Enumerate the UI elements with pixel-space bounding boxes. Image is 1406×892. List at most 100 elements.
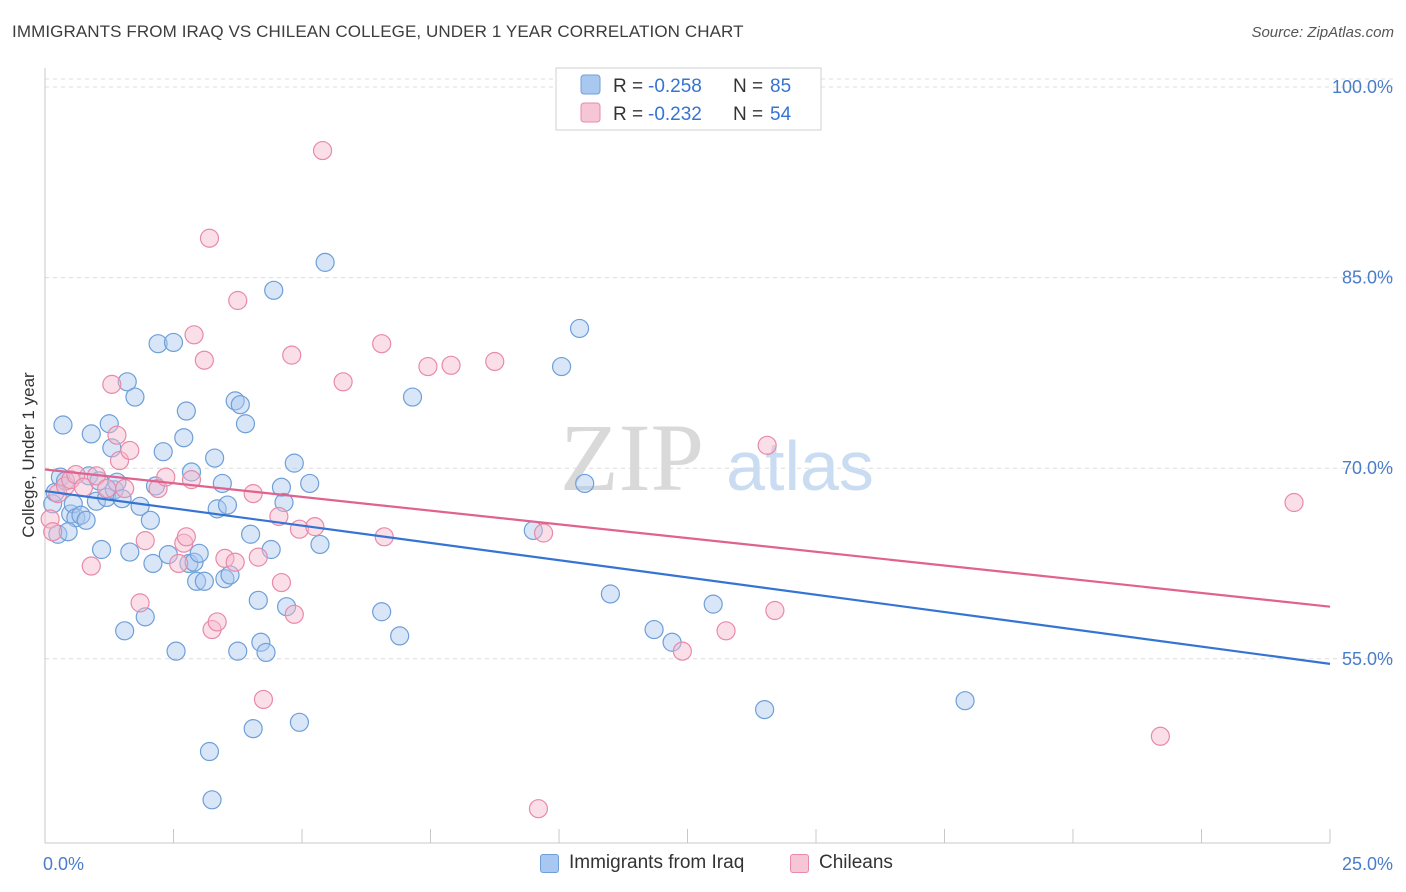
point-iraq-21 — [115, 621, 135, 641]
point-iraq-42 — [199, 741, 220, 762]
point-iraq-47 — [215, 569, 235, 589]
bottom-legend-swatch-iraq — [540, 853, 559, 873]
point-iraq-40 — [187, 571, 207, 591]
point-chileans-12 — [109, 450, 130, 471]
point-chileans-25 — [199, 228, 220, 248]
point-chileans-24 — [194, 350, 214, 370]
point-iraq-66 — [300, 473, 320, 494]
point-chileans-17 — [148, 478, 168, 499]
legend-r-label-2: R = — [613, 104, 643, 125]
point-iraq-77 — [644, 619, 664, 640]
point-chileans-28 — [215, 548, 235, 569]
legend-r-label-1: R = — [613, 76, 643, 97]
point-iraq-64 — [284, 453, 304, 473]
point-chileans-36 — [282, 345, 302, 365]
point-iraq-12 — [81, 424, 101, 444]
point-chileans-51 — [757, 435, 777, 455]
point-chileans-21 — [176, 527, 196, 547]
point-iraq-27 — [140, 510, 160, 530]
point-iraq-65 — [289, 712, 310, 732]
point-chileans-11 — [107, 425, 127, 445]
point-chileans-9 — [97, 478, 117, 499]
point-iraq-0 — [43, 494, 63, 514]
point-iraq-80 — [754, 699, 775, 720]
point-iraq-4 — [53, 415, 73, 435]
point-iraq-43 — [202, 790, 222, 810]
source-label: Source: ZipAtlas.com — [1251, 24, 1394, 41]
bottom-legend-item-chileans: Chileans — [790, 852, 893, 874]
point-iraq-23 — [120, 542, 140, 562]
point-chileans-50 — [716, 621, 736, 641]
point-iraq-75 — [575, 473, 595, 494]
y-tick-label-1: 70.0% — [1342, 458, 1393, 478]
point-iraq-25 — [130, 496, 150, 516]
point-chileans-44 — [418, 356, 438, 377]
x-tick-label-0: 0.0% — [43, 854, 84, 874]
point-iraq-79 — [703, 594, 723, 614]
bottom-legend-label-iraq: Immigrants from Iraq — [569, 852, 745, 873]
x-tick-label-1: 25.0% — [1342, 854, 1393, 874]
bottom-legend-label-chileans: Chileans — [819, 852, 893, 873]
point-iraq-71 — [402, 387, 423, 407]
legend-n-value-2: 54 — [770, 104, 792, 125]
point-iraq-38 — [181, 462, 202, 482]
top-legend: R = -0.258 N = 85 R = -0.232 N = 54 — [555, 67, 822, 131]
point-iraq-22 — [117, 372, 137, 392]
point-chileans-35 — [271, 572, 292, 593]
axes — [44, 68, 1331, 844]
point-iraq-61 — [271, 477, 292, 497]
point-chileans-23 — [184, 325, 204, 345]
point-iraq-69 — [372, 602, 392, 622]
trend-lines — [44, 468, 1331, 665]
point-iraq-84 — [189, 543, 209, 563]
point-iraq-82 — [58, 522, 78, 542]
point-chileans-14 — [120, 440, 140, 461]
point-iraq-31 — [153, 442, 173, 462]
point-chileans-29 — [225, 552, 245, 572]
y-tick-label-2: 85.0% — [1342, 268, 1393, 288]
point-iraq-63 — [276, 597, 297, 617]
point-iraq-53 — [235, 414, 256, 434]
watermark-zip: ZIP — [560, 404, 704, 511]
point-iraq-52 — [230, 395, 250, 415]
point-iraq-36 — [176, 401, 196, 421]
point-iraq-24 — [125, 387, 145, 407]
y-tick-labels: 55.0% 70.0% 85.0% 100.0% — [1332, 77, 1393, 669]
legend-n-label-1: N = — [733, 76, 763, 97]
point-iraq-34 — [166, 641, 186, 661]
point-chileans-31 — [243, 484, 263, 504]
point-iraq-76 — [600, 584, 621, 604]
bottom-legend-swatch-chileans — [790, 853, 809, 873]
point-iraq-35 — [174, 428, 194, 448]
watermark: ZIP atlas — [560, 404, 874, 511]
legend-swatch-chileans — [580, 102, 601, 123]
chart-title: IMMIGRANTS FROM IRAQ VS CHILEAN COLLEGE,… — [12, 22, 744, 41]
point-chileans-47 — [533, 523, 554, 543]
point-chileans-54 — [1284, 492, 1304, 513]
point-iraq-73 — [551, 356, 572, 377]
point-chileans-49 — [672, 641, 692, 661]
gridlines — [45, 78, 1395, 660]
point-chileans-10 — [102, 374, 122, 394]
watermark-atlas: atlas — [726, 427, 874, 505]
point-iraq-28 — [143, 553, 163, 574]
point-iraq-33 — [163, 332, 184, 353]
point-iraq-74 — [569, 318, 590, 339]
point-iraq-67 — [310, 534, 330, 555]
point-chileans-46 — [485, 351, 505, 372]
legend-n-label-2: N = — [733, 104, 763, 125]
point-chileans-33 — [253, 689, 274, 710]
point-chileans-7 — [81, 556, 101, 576]
legend-r-value-2: -0.232 — [648, 104, 702, 125]
point-chileans-45 — [441, 355, 461, 375]
legend-n-value-1: 85 — [770, 76, 791, 97]
point-iraq-58 — [256, 642, 276, 663]
point-iraq-9 — [71, 505, 91, 525]
point-chileans-48 — [528, 799, 549, 819]
point-iraq-57 — [251, 632, 271, 652]
legend-swatch-iraq — [580, 74, 601, 95]
bottom-legend: Immigrants from Iraq Chileans — [0, 852, 1406, 878]
point-chileans-42 — [372, 334, 392, 354]
point-chileans-41 — [333, 372, 353, 392]
